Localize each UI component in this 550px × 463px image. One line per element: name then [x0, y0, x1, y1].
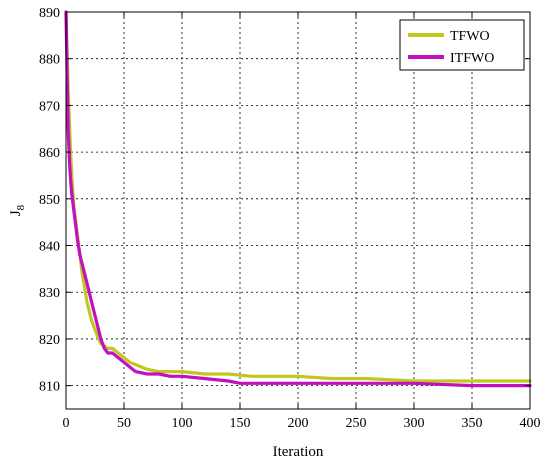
y-tick-label: 850 — [39, 193, 60, 208]
y-tick-label: 890 — [39, 6, 60, 21]
y-tick-label: 810 — [39, 380, 60, 395]
x-tick-label: 150 — [230, 416, 251, 431]
x-tick-label: 0 — [63, 416, 70, 431]
y-axis-label: J8 — [8, 204, 27, 216]
legend-label-tfwo: TFWO — [450, 29, 490, 44]
y-tick-label: 870 — [39, 99, 60, 114]
x-tick-label: 50 — [117, 416, 131, 431]
y-tick-label: 860 — [39, 146, 60, 161]
legend: TFWO ITFWO — [399, 19, 525, 71]
series-line-itfwo — [64, 10, 532, 388]
y-axis-label-subscript: 8 — [15, 204, 27, 210]
y-tick-label: 820 — [39, 333, 60, 348]
x-tick-label: 250 — [346, 416, 367, 431]
y-tick-label: 830 — [39, 286, 60, 301]
x-tick-label: 100 — [172, 416, 193, 431]
legend-box — [399, 19, 525, 71]
y-ticks: 810 820 830 840 850 860 870 880 890 — [39, 6, 530, 395]
x-ticks: 0 50 100 150 200 250 300 350 400 — [63, 12, 541, 431]
plot-frame — [65, 11, 531, 410]
y-tick-label: 880 — [39, 53, 60, 68]
x-tick-label: 300 — [404, 416, 425, 431]
x-tick-label: 350 — [462, 416, 483, 431]
x-tick-label: 400 — [520, 416, 541, 431]
x-tick-label: 200 — [288, 416, 309, 431]
x-axis-label: Iteration — [273, 444, 324, 460]
series-layer — [64, 10, 532, 388]
y-axis-label-main: J — [8, 210, 24, 216]
grid — [66, 11, 530, 409]
y-tick-label: 840 — [39, 240, 60, 255]
legend-label-itfwo: ITFWO — [450, 51, 494, 66]
